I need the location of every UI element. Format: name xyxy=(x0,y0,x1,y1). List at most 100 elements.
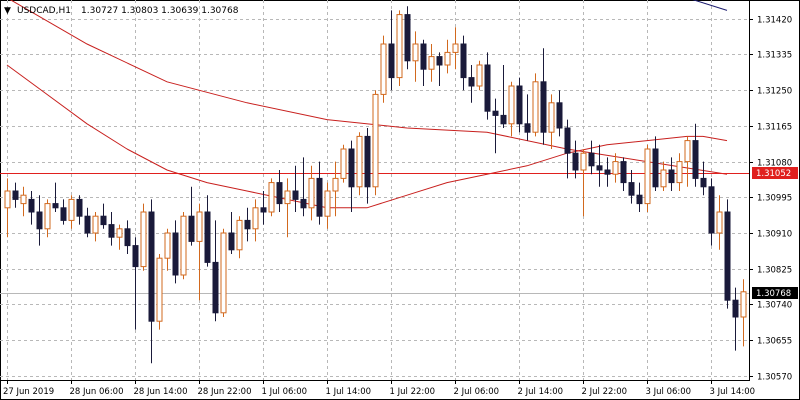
bear-candle xyxy=(292,165,299,212)
bear-candle xyxy=(652,136,659,191)
time-tick-label: 2 Jul 06:00 xyxy=(454,387,500,397)
candle-body xyxy=(260,207,267,213)
time-tick-label: 28 Jun 14:00 xyxy=(134,387,188,397)
candle-body xyxy=(684,140,691,163)
chart-menu-icon[interactable]: ▼ xyxy=(4,6,11,16)
candle-body xyxy=(444,51,451,66)
horizontal-line-price-tag-label: 1.31052 xyxy=(756,169,791,179)
bear-candle xyxy=(12,182,19,208)
bear-candle xyxy=(724,199,731,309)
bear-candle xyxy=(540,48,547,145)
bull-candle xyxy=(356,132,363,196)
candle-body xyxy=(724,211,731,301)
candle-body xyxy=(52,203,59,209)
bull-candle xyxy=(236,216,243,259)
bear-candle xyxy=(212,220,219,322)
price-tick-label: 1.31080 xyxy=(757,159,792,169)
bear-candle xyxy=(484,52,491,120)
candle-body xyxy=(124,228,131,247)
candle-body xyxy=(540,81,547,133)
candle-body xyxy=(132,245,139,268)
chart-grid xyxy=(0,0,749,380)
bull-candle xyxy=(4,178,11,238)
candle-body xyxy=(12,190,19,200)
candle-body xyxy=(44,203,51,230)
bull-candle xyxy=(156,254,163,330)
bear-candle xyxy=(620,157,627,191)
bear-candle xyxy=(564,119,571,179)
bull-candle xyxy=(508,81,515,137)
candle-body xyxy=(28,198,35,213)
candle-body xyxy=(604,169,611,175)
bull-candle xyxy=(380,35,387,103)
candle-body xyxy=(716,211,723,234)
bear-candle xyxy=(420,39,427,86)
bear-candle xyxy=(516,77,523,133)
bear-candle xyxy=(556,90,563,137)
candle-body xyxy=(404,14,411,62)
candle-body xyxy=(468,77,475,87)
bear-candle xyxy=(100,203,107,229)
candle-body xyxy=(676,161,683,184)
candle-body xyxy=(508,85,515,125)
time-tick-label: 28 Jun 06:00 xyxy=(70,387,124,397)
bear-candle xyxy=(316,161,323,225)
candle-body xyxy=(580,152,587,171)
price-axis: 1.31420 1.31335 1.31250 1.31165 1.31080 1.309… xyxy=(749,16,792,383)
bear-candle xyxy=(124,220,131,254)
bear-candle xyxy=(228,212,235,254)
time-tick-label: 3 Jul 06:00 xyxy=(646,387,692,397)
bull-candle xyxy=(252,199,259,242)
bull-candle xyxy=(428,44,435,82)
price-tags: 1.31052 1.30768 xyxy=(752,167,798,299)
candle-body xyxy=(556,102,563,129)
bull-candle xyxy=(44,199,51,238)
bull-candle xyxy=(164,228,171,271)
bear-candle xyxy=(524,94,531,141)
candle-body xyxy=(172,232,179,276)
bear-candle xyxy=(36,195,43,246)
bear-candle xyxy=(52,182,59,212)
candle-body xyxy=(316,177,323,217)
candle-body xyxy=(84,215,91,234)
candle-body xyxy=(324,190,331,217)
bull-candle xyxy=(644,144,651,212)
bull-candle xyxy=(284,178,291,238)
bear-candle xyxy=(628,170,635,204)
bear-candle xyxy=(28,191,35,225)
time-tick-label: 27 Jun 2019 xyxy=(3,387,54,397)
price-tick-label: 1.30995 xyxy=(757,194,792,204)
price-tick-label: 1.30740 xyxy=(757,301,792,311)
bear-candle xyxy=(436,52,443,86)
candle-body xyxy=(484,64,491,112)
bear-candle xyxy=(132,237,139,330)
candle-body xyxy=(220,232,227,314)
price-tick-label: 1.31250 xyxy=(757,87,792,97)
candle-body xyxy=(644,148,651,205)
candle-body xyxy=(308,177,315,209)
candle-body xyxy=(4,190,11,209)
candle-body xyxy=(356,135,363,188)
candle-body xyxy=(268,182,275,213)
candle-body xyxy=(276,182,283,205)
bear-candle xyxy=(364,128,371,204)
candle-body xyxy=(340,148,347,179)
candle-body xyxy=(732,299,739,318)
candle-body xyxy=(596,165,603,171)
bull-candle xyxy=(372,90,379,196)
candles xyxy=(4,6,747,364)
bear-candle xyxy=(148,199,155,364)
bull-candle xyxy=(268,178,275,217)
candle-body xyxy=(188,215,195,242)
candle-body xyxy=(92,215,99,234)
candle-body xyxy=(100,215,107,226)
candle-body xyxy=(196,211,203,242)
time-tick-label: 1 Jul 14:00 xyxy=(326,387,372,397)
candle-body xyxy=(252,207,259,230)
bear-candle xyxy=(108,212,115,246)
time-axis: 27 Jun 2019 28 Jun 06:00 28 Jun 14:00 28 Ju… xyxy=(3,380,755,397)
candle-body xyxy=(300,198,307,209)
candle-body xyxy=(68,198,75,221)
